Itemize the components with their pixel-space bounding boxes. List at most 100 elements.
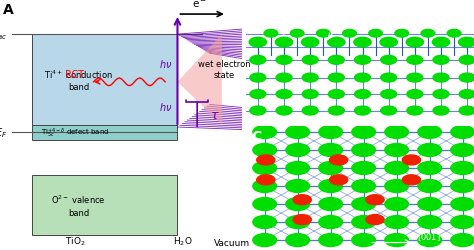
Text: $h\nu$: $h\nu$ bbox=[159, 100, 173, 112]
Text: [00$\bar{1}$]: [00$\bar{1}$] bbox=[439, 4, 463, 17]
Circle shape bbox=[433, 107, 449, 116]
Circle shape bbox=[355, 74, 371, 83]
Circle shape bbox=[328, 74, 344, 83]
Text: TiO$_2$: TiO$_2$ bbox=[65, 235, 86, 248]
Circle shape bbox=[352, 162, 375, 175]
Circle shape bbox=[451, 162, 474, 175]
Circle shape bbox=[286, 234, 310, 246]
Circle shape bbox=[250, 90, 266, 99]
Circle shape bbox=[319, 162, 343, 175]
Circle shape bbox=[329, 175, 348, 185]
Bar bbox=[32, 35, 177, 125]
Circle shape bbox=[380, 38, 397, 48]
Text: B: B bbox=[251, 4, 262, 18]
Circle shape bbox=[355, 90, 371, 99]
Text: [00$\bar{1}$]: [00$\bar{1}$] bbox=[417, 229, 441, 242]
Circle shape bbox=[433, 90, 449, 99]
Circle shape bbox=[276, 56, 292, 65]
Circle shape bbox=[352, 216, 375, 228]
Circle shape bbox=[451, 180, 474, 193]
Circle shape bbox=[319, 216, 343, 228]
Circle shape bbox=[253, 144, 276, 157]
Circle shape bbox=[286, 144, 310, 157]
Circle shape bbox=[418, 180, 441, 193]
Text: Vacuum: Vacuum bbox=[214, 238, 250, 248]
Circle shape bbox=[249, 38, 266, 48]
Circle shape bbox=[418, 126, 441, 139]
Circle shape bbox=[433, 74, 449, 83]
Circle shape bbox=[407, 74, 423, 83]
Text: wet electron
state: wet electron state bbox=[198, 60, 251, 80]
Text: Ti$^{4+}$ conduction
band: Ti$^{4+}$ conduction band bbox=[44, 68, 113, 92]
Polygon shape bbox=[177, 35, 222, 125]
Text: O$^{2-}$ valence
band: O$^{2-}$ valence band bbox=[51, 193, 106, 217]
Text: H$_2$O: H$_2$O bbox=[173, 235, 192, 248]
Circle shape bbox=[381, 90, 397, 99]
Text: $E_{vac}$: $E_{vac}$ bbox=[0, 28, 8, 42]
Circle shape bbox=[286, 216, 310, 228]
Circle shape bbox=[253, 126, 276, 139]
Circle shape bbox=[407, 107, 423, 116]
Text: $E_F$: $E_F$ bbox=[0, 126, 8, 139]
Text: RCT: RCT bbox=[65, 70, 84, 80]
Circle shape bbox=[253, 180, 276, 193]
Circle shape bbox=[459, 107, 474, 116]
Bar bbox=[32, 175, 177, 235]
Circle shape bbox=[257, 175, 275, 185]
Text: $h\nu$: $h\nu$ bbox=[159, 58, 173, 70]
Circle shape bbox=[418, 216, 441, 228]
Text: Ti$_{5c}^{4+}$: Ti$_{5c}^{4+}$ bbox=[333, 18, 350, 32]
Circle shape bbox=[275, 38, 292, 48]
Bar bbox=[32, 125, 177, 140]
Circle shape bbox=[355, 107, 371, 116]
Circle shape bbox=[352, 126, 375, 139]
Circle shape bbox=[407, 90, 423, 99]
Circle shape bbox=[328, 56, 344, 65]
Circle shape bbox=[385, 180, 409, 193]
Circle shape bbox=[381, 56, 397, 65]
Circle shape bbox=[385, 126, 409, 139]
Circle shape bbox=[407, 56, 423, 65]
Circle shape bbox=[276, 107, 292, 116]
Circle shape bbox=[402, 155, 420, 165]
Circle shape bbox=[406, 38, 423, 48]
Circle shape bbox=[286, 198, 310, 211]
Circle shape bbox=[381, 107, 397, 116]
Circle shape bbox=[328, 107, 344, 116]
Circle shape bbox=[319, 126, 343, 139]
Circle shape bbox=[355, 56, 371, 65]
Circle shape bbox=[352, 234, 375, 246]
Circle shape bbox=[385, 216, 409, 228]
Circle shape bbox=[385, 162, 409, 175]
Circle shape bbox=[418, 198, 441, 211]
Circle shape bbox=[385, 144, 409, 157]
Circle shape bbox=[354, 38, 371, 48]
Circle shape bbox=[293, 195, 311, 205]
Circle shape bbox=[366, 215, 384, 225]
Circle shape bbox=[276, 74, 292, 83]
Text: $\tau$: $\tau$ bbox=[210, 108, 219, 122]
Circle shape bbox=[352, 198, 375, 211]
Circle shape bbox=[458, 38, 474, 48]
Circle shape bbox=[250, 56, 266, 65]
Circle shape bbox=[328, 90, 344, 99]
Text: C: C bbox=[251, 130, 261, 144]
Text: O vacancy: O vacancy bbox=[303, 4, 343, 13]
Circle shape bbox=[290, 30, 304, 38]
Circle shape bbox=[418, 144, 441, 157]
Circle shape bbox=[451, 126, 474, 139]
Circle shape bbox=[385, 234, 409, 246]
Circle shape bbox=[319, 180, 343, 193]
Circle shape bbox=[432, 38, 450, 48]
Circle shape bbox=[381, 74, 397, 83]
Circle shape bbox=[257, 155, 275, 165]
Circle shape bbox=[286, 162, 310, 175]
Circle shape bbox=[385, 198, 409, 211]
Circle shape bbox=[369, 30, 383, 38]
Circle shape bbox=[293, 215, 311, 225]
Circle shape bbox=[352, 180, 375, 193]
Circle shape bbox=[250, 107, 266, 116]
Circle shape bbox=[447, 30, 461, 38]
Circle shape bbox=[418, 162, 441, 175]
Circle shape bbox=[264, 30, 278, 38]
